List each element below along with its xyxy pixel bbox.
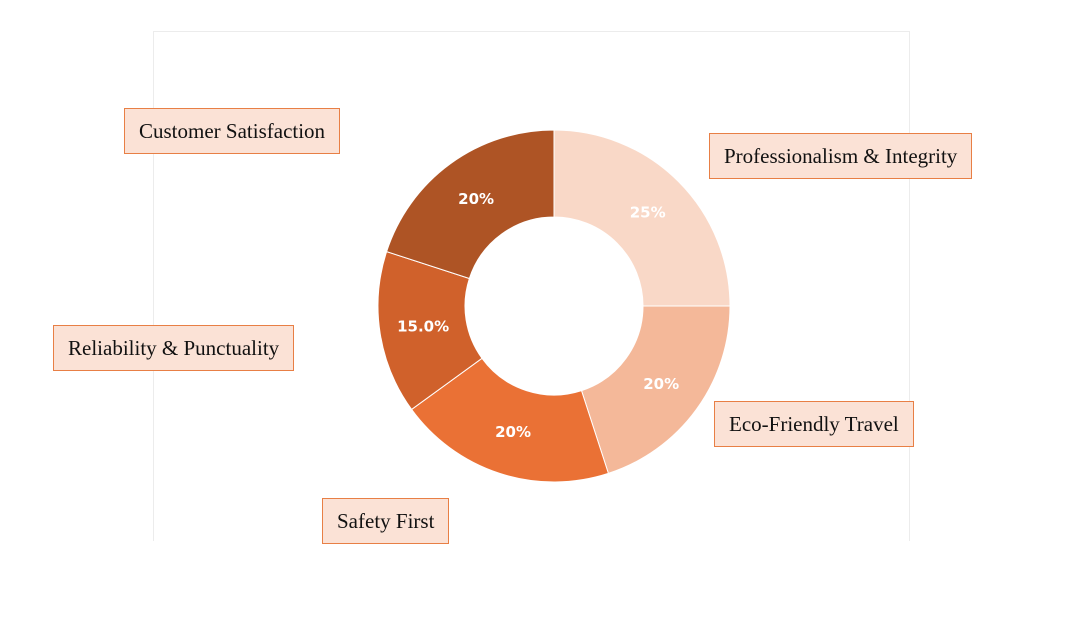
slice-reliability-punctuality [377, 250, 483, 411]
callout-safety-first: Safety First [322, 498, 450, 544]
slices-group [377, 129, 731, 483]
slice-customer-satisfaction [385, 129, 555, 280]
slice-eco-friendly-travel [580, 305, 731, 475]
slice-label-eco-friendly-travel: 20% [643, 375, 679, 393]
slice-label-customer-satisfaction: 20% [458, 190, 494, 208]
callout-label: Eco-Friendly Travel [729, 411, 899, 436]
callout-eco-friendly-travel: Eco-Friendly Travel [714, 401, 914, 447]
slice-safety-first [410, 357, 610, 483]
slice-label-professionalism-integrity: 25% [630, 203, 666, 221]
plot-area [153, 31, 910, 541]
slice-labels-group: 25% 20% 20% 15.0% 20% [397, 190, 679, 441]
callout-reliability-punctuality: Reliability & Punctuality [53, 325, 295, 371]
callout-professionalism-integrity: Professionalism & Integrity [709, 133, 973, 179]
slice-label-reliability-punctuality: 15.0% [397, 318, 449, 336]
slice-label-safety-first: 20% [495, 423, 531, 441]
callout-customer-satisfaction: Customer Satisfaction [124, 108, 341, 154]
callout-label: Professionalism & Integrity [724, 143, 958, 168]
callout-label: Safety First [337, 508, 435, 533]
slice-professionalism-integrity [553, 129, 731, 307]
callout-label: Customer Satisfaction [139, 118, 326, 143]
callout-label: Reliability & Punctuality [68, 335, 280, 360]
